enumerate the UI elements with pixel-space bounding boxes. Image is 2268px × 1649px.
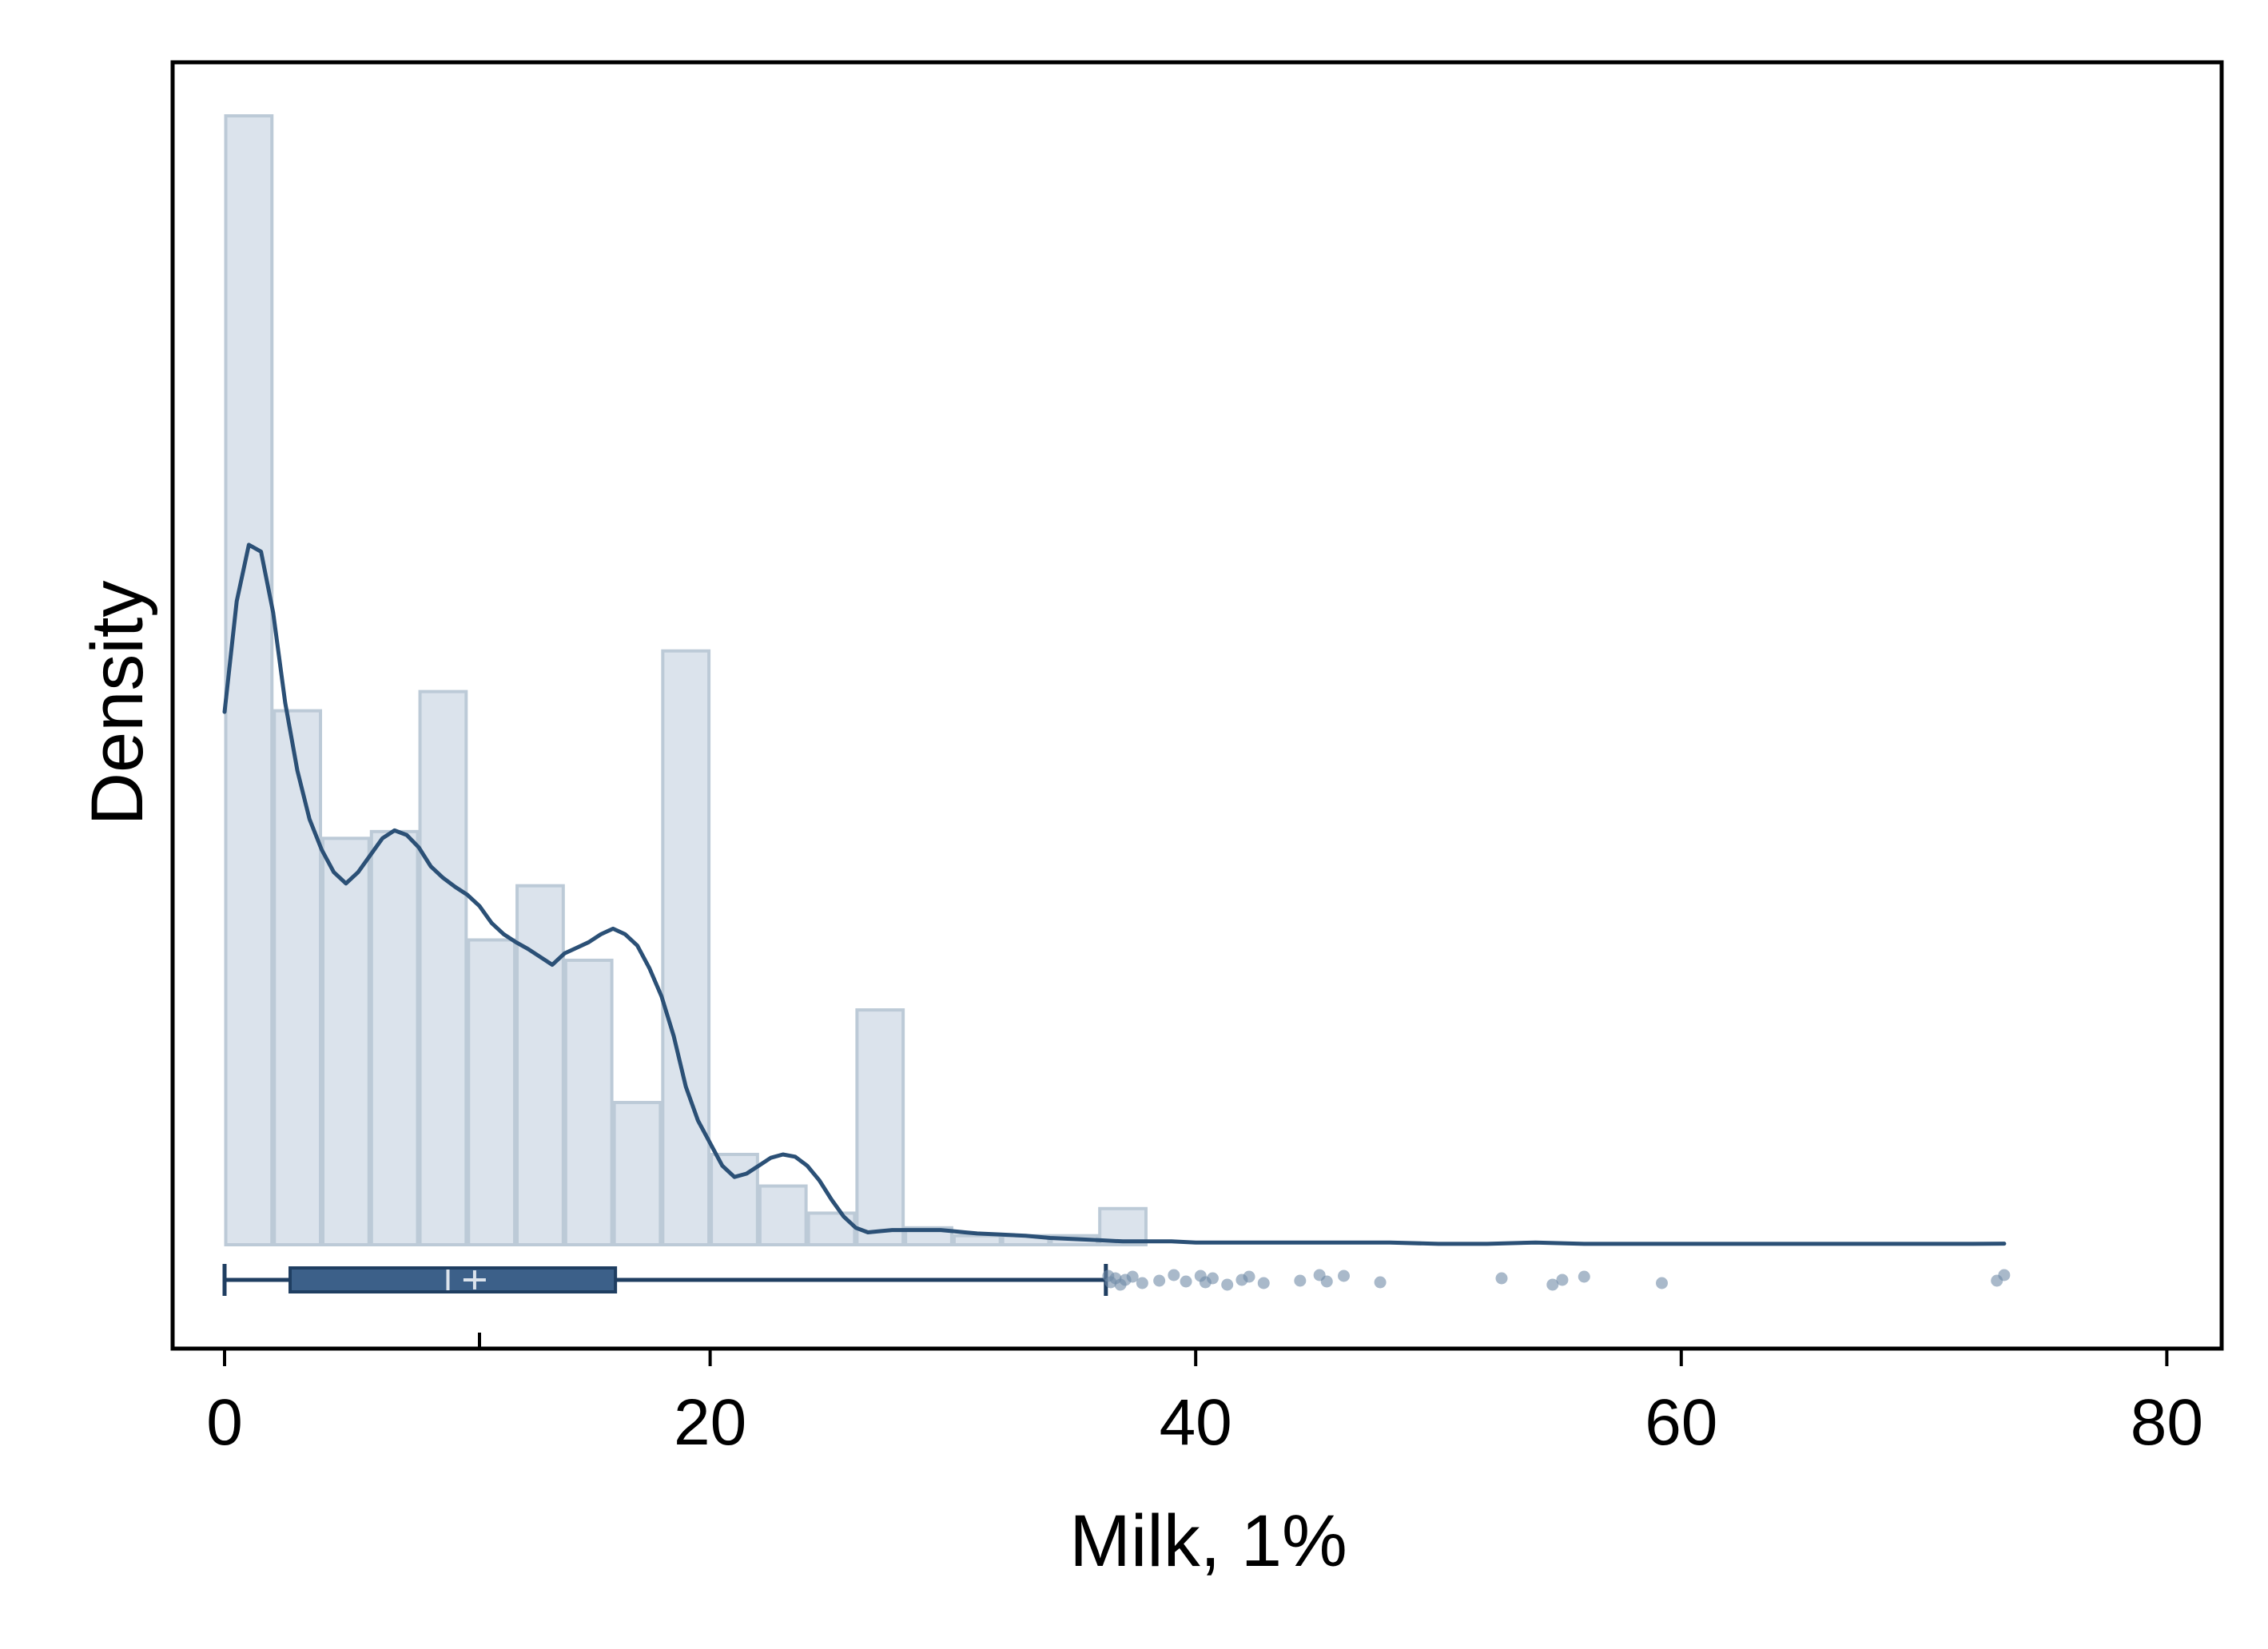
y-axis-title: Density [77,581,158,826]
box-outlier-point [1180,1275,1192,1288]
box-outlier-point [1168,1269,1180,1281]
box-outlier-point [1206,1272,1219,1285]
box-outlier-point [1338,1270,1351,1282]
box-iqr [288,1266,618,1293]
x-tick-label: 80 [2131,1386,2203,1459]
histogram-bar [418,689,468,1246]
box-outlier-point [1374,1276,1387,1289]
histogram-bar [515,884,565,1247]
kde-line [222,542,2007,1246]
x-axis: 0 20 40 60 80 [206,1333,2203,1459]
histogram-bar [758,1184,808,1247]
histogram-bar [224,114,274,1246]
histogram-bar [273,709,323,1246]
box-outlier-point [1221,1278,1234,1291]
x-tick-label: 40 [1160,1386,1232,1459]
histogram-bars [224,114,1148,1247]
x-axis-title: Milk, 1% [1069,1500,1347,1582]
x-tick-label: 20 [674,1386,746,1459]
histogram-bar [661,649,711,1246]
box-outlier-point [1320,1275,1333,1288]
box-outlier-point [1655,1277,1668,1289]
histogram-bar [904,1226,953,1247]
box-outlier-point [1578,1270,1590,1283]
box-outlier-point [1243,1270,1255,1283]
kde-curve [222,542,2007,1246]
box-outlier-point [1257,1277,1270,1289]
histogram-bar [563,958,614,1246]
x-tick-label: 0 [206,1386,243,1459]
histogram-bar [369,829,420,1247]
histogram-bar [321,836,371,1246]
box-outlier-point [1495,1272,1508,1285]
box-outlier-point [1294,1274,1307,1287]
x-tick-label: 60 [1645,1386,1717,1459]
box-outlier-point [1998,1269,2011,1281]
box-outlier-point [1546,1278,1559,1291]
boxplot [222,1264,2011,1296]
histogram-bar [855,1008,905,1246]
box-outlier-point [1153,1274,1166,1287]
histogram-bar [467,938,517,1246]
box-outlier-point [1126,1270,1139,1283]
box-outlier-point [1136,1277,1148,1289]
histogram-bar [952,1234,1002,1247]
histogram-bar [710,1152,759,1246]
box-outlier-point [1556,1274,1569,1286]
histogram-bar [612,1100,662,1247]
